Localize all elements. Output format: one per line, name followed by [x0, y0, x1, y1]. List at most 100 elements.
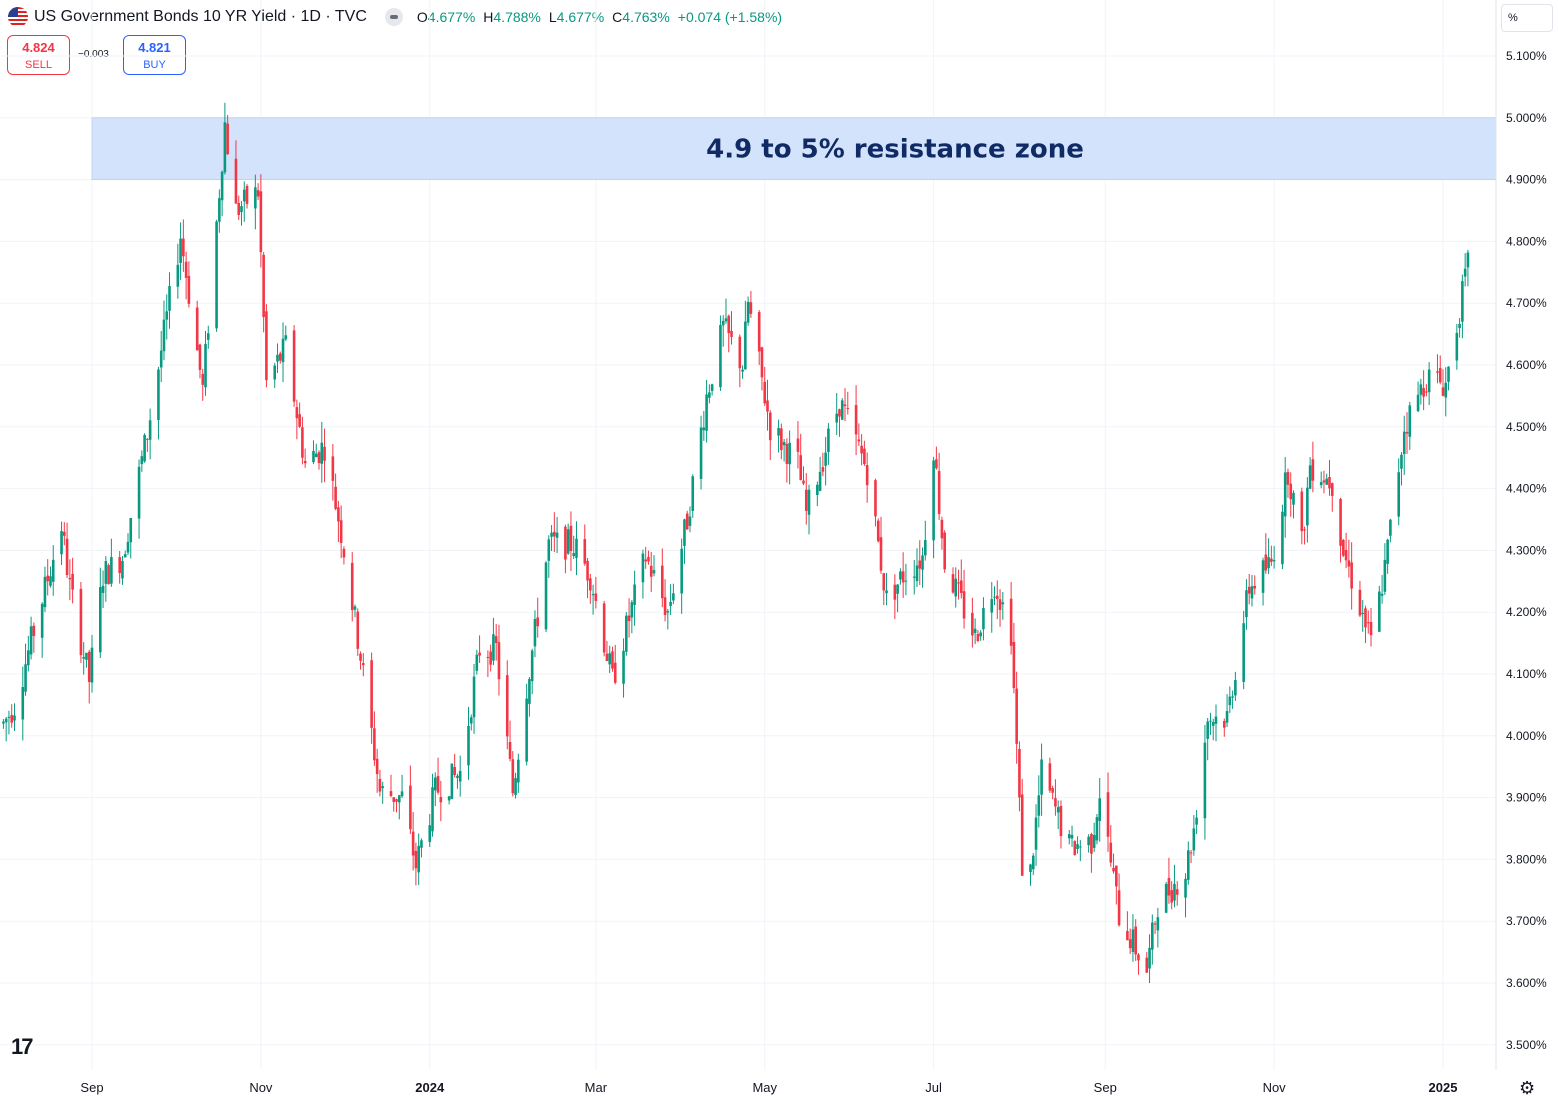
candle: [505, 660, 509, 750]
y-tick-label: 3.700%: [1506, 914, 1547, 928]
candle: [1319, 471, 1323, 489]
candle: [1051, 785, 1054, 800]
candle-body: [1264, 554, 1268, 571]
candle-body: [323, 446, 326, 461]
candle-body: [757, 312, 761, 352]
candle-body: [586, 560, 589, 581]
candle-body: [979, 632, 982, 637]
candle: [719, 315, 722, 391]
candle: [594, 576, 598, 609]
candle: [395, 798, 398, 813]
candle: [705, 379, 708, 443]
candle: [234, 140, 238, 205]
sell-button[interactable]: 4.824 SELL: [7, 35, 70, 75]
candle-body: [982, 608, 985, 630]
candle-body: [1330, 483, 1334, 496]
candle-body: [298, 414, 301, 427]
candle: [1463, 253, 1467, 287]
candle-body: [60, 531, 63, 555]
candle-body: [954, 578, 958, 597]
candle: [411, 812, 415, 871]
price-scale-unit-button[interactable]: %: [1501, 4, 1553, 32]
candle: [107, 563, 110, 585]
candle-body: [544, 562, 548, 630]
y-tick-label: 5.100%: [1506, 49, 1547, 63]
candle-body: [1300, 491, 1304, 532]
candle: [1466, 249, 1470, 287]
candle: [1170, 881, 1173, 910]
resistance-zone-label: 4.9 to 5% resistance zone: [706, 135, 1084, 165]
candle-body: [245, 185, 249, 204]
candle: [879, 516, 883, 574]
candle-body: [699, 427, 703, 479]
candle: [447, 795, 451, 805]
candle-body: [240, 206, 243, 213]
candle-body: [71, 573, 74, 590]
candle-body: [1211, 722, 1215, 726]
candle-body: [2, 721, 5, 724]
candle-body: [1250, 586, 1254, 599]
candle: [85, 652, 88, 668]
settings-gear-icon[interactable]: ⚙: [1519, 1078, 1536, 1098]
candle: [1242, 610, 1245, 690]
candle: [220, 170, 224, 217]
candle: [242, 181, 246, 222]
candle: [334, 473, 337, 511]
candle-body: [215, 221, 218, 329]
candle-body: [685, 513, 689, 530]
candle-body: [1261, 560, 1265, 593]
candle: [799, 433, 803, 481]
candle-body: [622, 650, 625, 684]
candle: [24, 643, 27, 696]
buy-button[interactable]: 4.821 BUY: [123, 35, 186, 75]
candle-body: [874, 480, 877, 517]
candle: [1366, 610, 1370, 634]
candle: [530, 648, 534, 695]
candle-body: [993, 596, 996, 598]
candle: [49, 566, 52, 588]
candle: [613, 644, 617, 685]
candle-body: [730, 330, 733, 337]
candle-body: [555, 532, 559, 538]
candle: [683, 518, 686, 564]
candle-body: [1195, 817, 1198, 825]
hide-indicator-icon[interactable]: [384, 8, 403, 26]
candle-body: [392, 797, 396, 802]
candle: [1231, 690, 1234, 709]
candle: [1250, 574, 1254, 607]
symbol-title[interactable]: US Government Bonds 10 YR Yield · 1D · T…: [34, 8, 367, 25]
candle: [777, 419, 780, 453]
candle: [392, 797, 396, 812]
candle-body: [719, 325, 722, 388]
candle-body: [863, 448, 866, 465]
candle: [630, 600, 634, 634]
candle: [1031, 853, 1035, 876]
candle-body: [223, 122, 227, 173]
candle-body: [857, 439, 861, 442]
candle-body: [1117, 890, 1121, 926]
candle-body: [1386, 539, 1389, 564]
candle-body: [148, 420, 152, 440]
candle: [528, 677, 531, 717]
candle: [79, 581, 83, 663]
candle: [492, 617, 495, 666]
candle: [788, 430, 791, 485]
candle: [433, 772, 437, 807]
candle-body: [1137, 954, 1140, 961]
candle: [337, 500, 340, 542]
candle: [1383, 543, 1387, 595]
candle-body: [528, 679, 531, 704]
x-tick-label: May: [752, 1080, 777, 1095]
candle-body: [146, 438, 149, 440]
candle-body: [204, 343, 207, 388]
tradingview-logo[interactable]: 17: [11, 1034, 34, 1059]
candle-body: [29, 626, 33, 655]
candle: [353, 604, 357, 618]
candle: [757, 310, 761, 366]
candle-body: [157, 369, 160, 420]
candle: [226, 115, 229, 155]
candle-body: [691, 476, 695, 511]
candle-body: [1325, 478, 1329, 485]
candle-body: [652, 570, 656, 574]
